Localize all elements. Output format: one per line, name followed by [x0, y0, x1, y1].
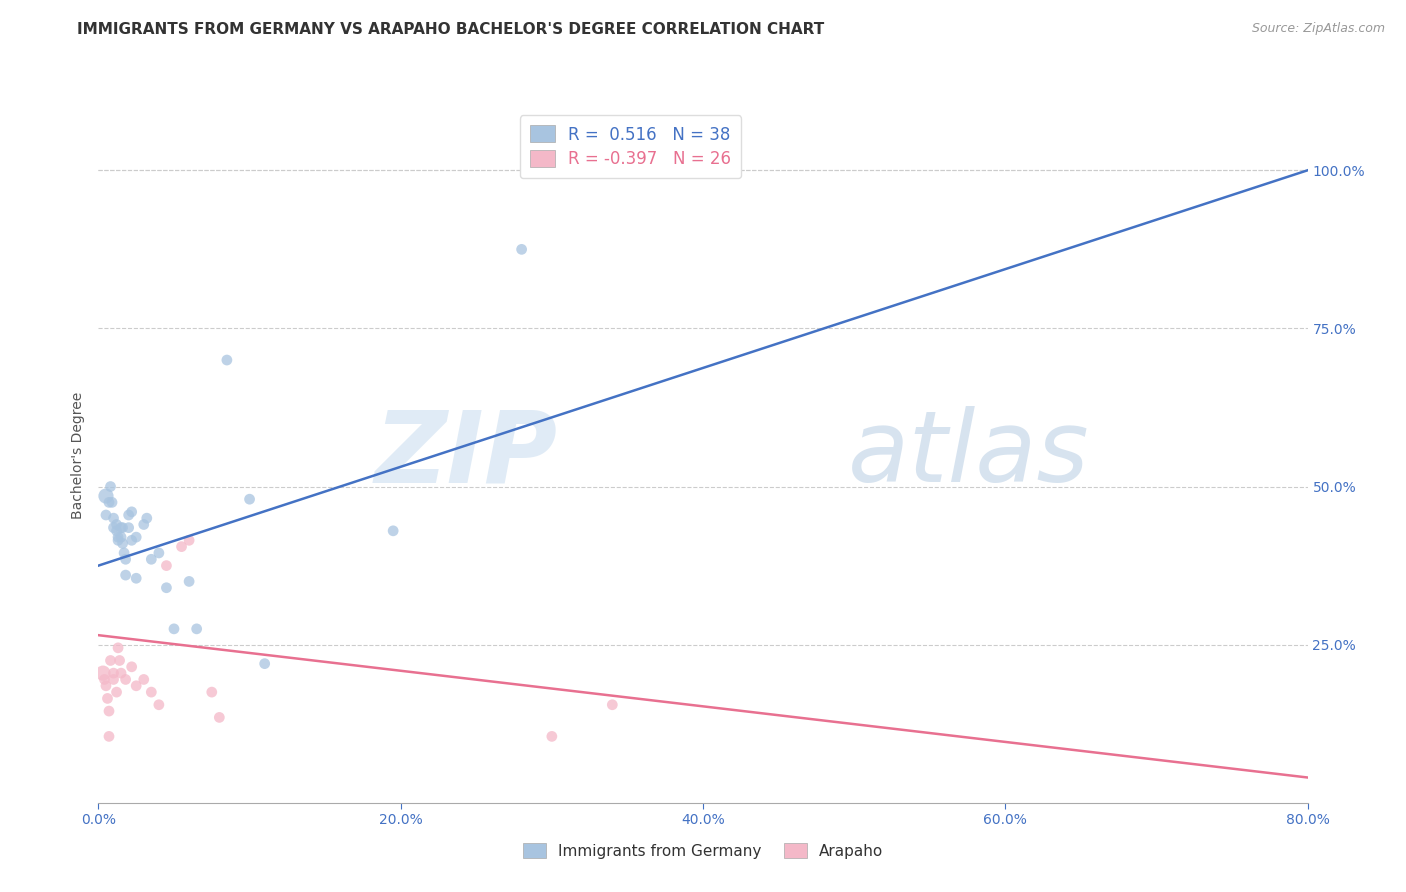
Point: [239, 492, 262, 507]
Point: [100, 653, 122, 667]
Point: [382, 524, 405, 538]
Text: ZIP: ZIP: [375, 407, 558, 503]
Point: [107, 640, 129, 655]
Point: [110, 530, 132, 544]
Point: [110, 521, 132, 535]
Point: [121, 505, 143, 519]
Point: [103, 673, 125, 687]
Point: [253, 657, 276, 671]
Point: [179, 533, 201, 548]
Y-axis label: Bachelor's Degree: Bachelor's Degree: [70, 392, 84, 518]
Point: [132, 673, 155, 687]
Point: [101, 495, 124, 509]
Point: [118, 521, 141, 535]
Point: [103, 666, 125, 681]
Point: [98, 495, 121, 509]
Point: [93, 673, 115, 687]
Point: [103, 511, 125, 525]
Point: [141, 685, 163, 699]
Point: [125, 530, 148, 544]
Point: [578, 163, 600, 178]
Point: [111, 536, 134, 550]
Point: [135, 511, 157, 525]
Point: [94, 679, 117, 693]
Point: [215, 353, 238, 368]
Point: [148, 546, 170, 560]
Point: [98, 704, 121, 718]
Point: [94, 508, 117, 522]
Point: [105, 524, 128, 538]
Text: atlas: atlas: [848, 407, 1090, 503]
Point: [107, 530, 129, 544]
Point: [107, 533, 129, 548]
Point: [602, 698, 624, 712]
Point: [201, 685, 224, 699]
Point: [148, 698, 170, 712]
Point: [121, 660, 143, 674]
Point: [132, 517, 155, 532]
Point: [163, 622, 186, 636]
Point: [114, 568, 136, 582]
Point: [208, 710, 231, 724]
Point: [105, 517, 128, 532]
Point: [121, 533, 143, 548]
Point: [186, 622, 208, 636]
Point: [125, 679, 148, 693]
Point: [98, 730, 121, 744]
Legend: Immigrants from Germany, Arapaho: Immigrants from Germany, Arapaho: [516, 837, 890, 864]
Point: [105, 685, 128, 699]
Text: IMMIGRANTS FROM GERMANY VS ARAPAHO BACHELOR'S DEGREE CORRELATION CHART: IMMIGRANTS FROM GERMANY VS ARAPAHO BACHE…: [77, 22, 824, 37]
Point: [141, 552, 163, 566]
Point: [103, 521, 125, 535]
Point: [114, 552, 136, 566]
Point: [155, 581, 177, 595]
Text: Source: ZipAtlas.com: Source: ZipAtlas.com: [1251, 22, 1385, 36]
Point: [110, 666, 132, 681]
Point: [111, 521, 134, 535]
Point: [170, 540, 193, 554]
Point: [91, 666, 114, 681]
Point: [510, 243, 533, 257]
Point: [540, 730, 562, 744]
Point: [118, 508, 141, 522]
Point: [125, 571, 148, 585]
Point: [96, 691, 118, 706]
Point: [155, 558, 177, 573]
Point: [179, 574, 201, 589]
Point: [94, 489, 117, 503]
Point: [112, 546, 135, 560]
Point: [114, 673, 136, 687]
Point: [100, 479, 122, 493]
Point: [108, 653, 131, 667]
